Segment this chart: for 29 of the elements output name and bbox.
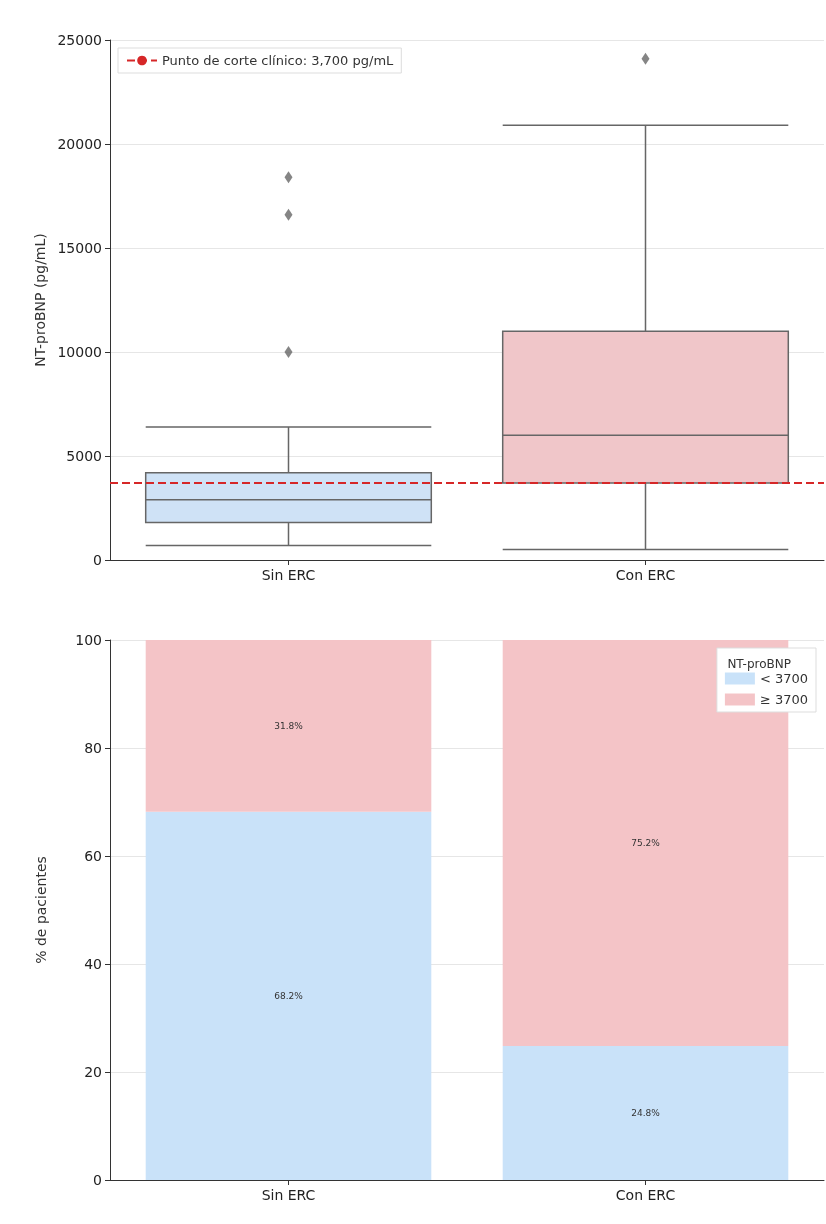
y-tick-label: 0: [93, 552, 102, 568]
bar: [145, 811, 432, 1180]
x-tick-label: Con ERC: [615, 1187, 676, 1203]
y-tick-label: 60: [84, 848, 102, 864]
data-label: 68.2%: [274, 990, 304, 1001]
y-tick-label: 10000: [57, 344, 102, 360]
data-label: 31.8%: [274, 720, 304, 731]
y-tick-label: 20000: [57, 136, 102, 152]
x-tick-label: Con ERC: [615, 567, 676, 583]
y-axis-title: NT-proBNP (pg/mL): [31, 233, 48, 367]
y-axis-title: % de pacientes: [33, 856, 49, 964]
x-tick-label: Sin ERC: [261, 1187, 316, 1203]
legend-label: < 3700: [759, 671, 808, 686]
y-tick-label: 0: [93, 1172, 102, 1188]
legend-label: ≥ 3700: [759, 692, 808, 707]
data-label: 24.8%: [631, 1108, 661, 1119]
bar: [502, 1046, 789, 1180]
y-tick-label: 80: [84, 740, 102, 756]
legend-label: Punto de corte clínico: 3,700 pg/mL: [162, 53, 395, 68]
x-tick-label: Sin ERC: [261, 567, 316, 583]
y-tick-label: 20: [84, 1064, 102, 1080]
bar: [145, 640, 432, 812]
y-tick-label: 25000: [57, 32, 102, 48]
y-tick-label: 100: [75, 632, 102, 648]
y-tick-label: 40: [84, 956, 102, 972]
data-label: 75.2%: [631, 838, 661, 849]
y-tick-label: 5000: [66, 448, 102, 464]
legend-title: NT-proBNP: [727, 657, 791, 671]
y-tick-label: 15000: [57, 240, 102, 256]
